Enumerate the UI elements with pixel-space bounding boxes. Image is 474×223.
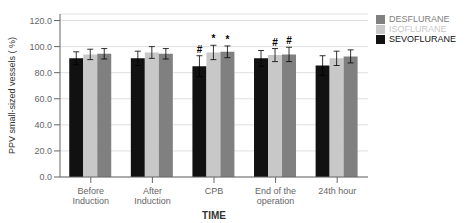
svg-text:BeforeInduction: BeforeInduction bbox=[73, 186, 110, 206]
svg-text:TIME: TIME bbox=[202, 210, 226, 221]
svg-text:60.0: 60.0 bbox=[34, 94, 52, 104]
svg-text:120.0: 120.0 bbox=[29, 16, 52, 26]
svg-text:20.0: 20.0 bbox=[34, 146, 52, 156]
svg-text:#: # bbox=[286, 35, 292, 46]
svg-text:40.0: 40.0 bbox=[34, 120, 52, 130]
html-text:ISOFLURANE: ISOFLURANE bbox=[389, 24, 447, 35]
svg-text:*: * bbox=[225, 34, 229, 45]
svg-text:#: # bbox=[197, 44, 203, 55]
svg-text:AfterInduction: AfterInduction bbox=[134, 186, 171, 206]
svg-text:End of theoperation: End of theoperation bbox=[255, 186, 296, 206]
html-text:DESFLURANE: DESFLURANE bbox=[389, 14, 450, 24]
html-text:SEVOFLURANE: SEVOFLURANE bbox=[389, 34, 456, 45]
svg-text:80.0: 80.0 bbox=[34, 68, 52, 78]
svg-text:100.0: 100.0 bbox=[29, 42, 52, 52]
svg-text:0.0: 0.0 bbox=[39, 172, 52, 182]
svg-text:*: * bbox=[211, 33, 215, 44]
svg-text:CPB: CPB bbox=[205, 186, 224, 196]
svg-text:PPV small-sized vessels ( %): PPV small-sized vessels ( %) bbox=[8, 37, 17, 154]
svg-text:#: # bbox=[272, 37, 278, 48]
svg-text:24th hour: 24th hour bbox=[318, 186, 356, 196]
